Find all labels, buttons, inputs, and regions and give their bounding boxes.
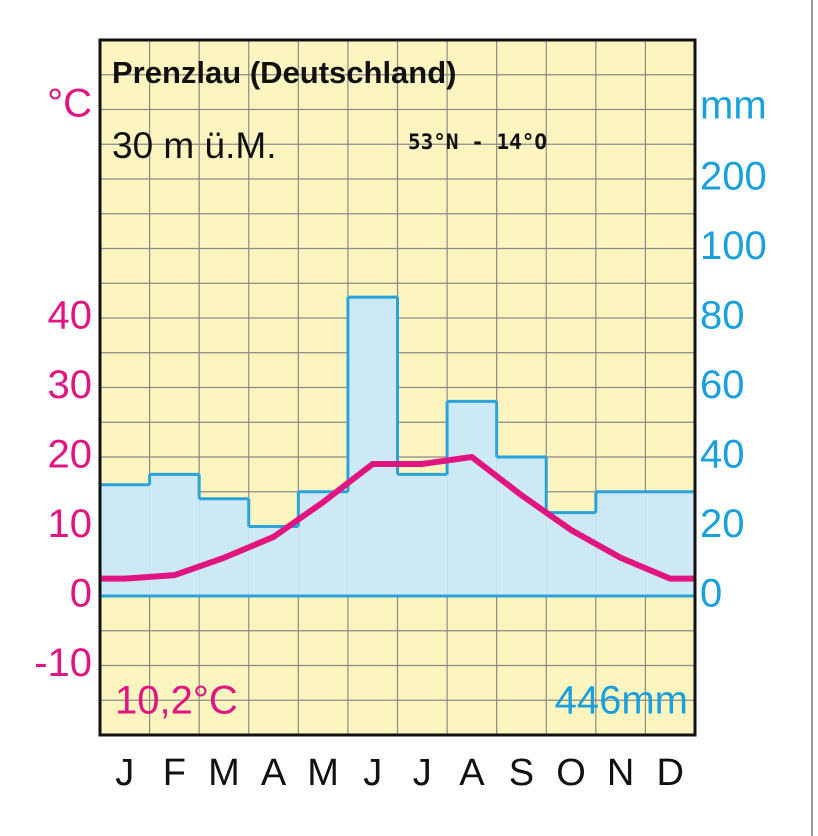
y2-axis-label: mm (700, 84, 767, 128)
x-tick-label: J (115, 752, 134, 794)
x-tick-label: M (307, 752, 339, 794)
x-tick-label: J (363, 752, 382, 794)
mean-temperature: 10,2°C (115, 679, 238, 723)
y-tick-label: 10 (48, 502, 93, 546)
x-tick-label: A (261, 752, 287, 794)
x-tick-label: J (413, 752, 432, 794)
x-tick-label: O (556, 752, 586, 794)
chart-subtitle: 30 m ü.M. (112, 125, 277, 166)
chart-title: Prenzlau (Deutschland) (112, 55, 457, 90)
y-tick-label: 20 (48, 433, 93, 477)
precipitation-bar (298, 491, 348, 596)
coordinates: 53°N - 14°O (408, 130, 547, 154)
temperature-line (100, 454, 695, 582)
y2-tick-label: 200 (700, 155, 767, 199)
x-tick-label: N (607, 752, 634, 794)
precipitation-bar (595, 491, 646, 596)
x-tick-label: A (459, 752, 485, 794)
y-tick-label: -10 (34, 641, 92, 685)
y2-tick-label: 0 (700, 572, 722, 616)
y-axis-label: °C (47, 82, 92, 126)
precipitation-bar (199, 498, 249, 596)
y-tick-label: 30 (48, 363, 93, 407)
y2-tick-label: 20 (700, 502, 745, 546)
x-tick-label: M (208, 752, 240, 794)
y2-tick-label: 100 (700, 224, 767, 268)
precipitation-bar (546, 512, 596, 596)
y2-tick-label: 40 (700, 433, 745, 477)
y-tick-label: 40 (48, 294, 93, 338)
total-precipitation: 446mm (555, 679, 688, 723)
y-tick-label: 0 (70, 572, 92, 616)
precipitation-bar (496, 457, 547, 596)
x-tick-label: D (656, 752, 683, 794)
precipitation-bar (347, 297, 398, 596)
x-tick-label: S (509, 752, 534, 794)
precipitation-bar (397, 474, 448, 596)
x-tick-label: F (163, 752, 186, 794)
y2-tick-label: 80 (700, 294, 745, 338)
plot-frame (98, 38, 697, 737)
precipitation-bar (447, 401, 497, 596)
y2-tick-label: 60 (700, 363, 745, 407)
